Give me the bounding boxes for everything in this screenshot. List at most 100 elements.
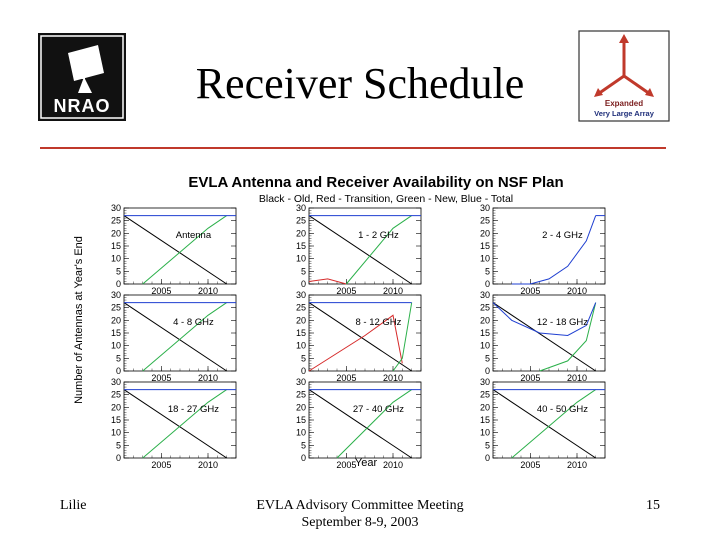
series-line <box>336 389 412 459</box>
series-line <box>142 389 227 459</box>
array-arms-icon <box>594 34 654 97</box>
chart-subtitle: Black - Old, Red - Transition, Green - N… <box>259 193 513 205</box>
y-tick-label: 15 <box>296 415 306 425</box>
footer-author: Lilie <box>60 498 87 513</box>
x-tick-label: 2005 <box>336 373 356 383</box>
x-tick-label: 2010 <box>567 460 587 470</box>
y-tick-label: 15 <box>111 241 121 251</box>
x-tick-label: 2005 <box>520 373 540 383</box>
panel-frame <box>492 381 606 459</box>
series-line <box>308 389 412 459</box>
y-tick-label: 15 <box>480 328 490 338</box>
y-tick-label: 5 <box>116 266 121 276</box>
series-line <box>511 389 596 459</box>
chart-panel: 0 5 10 15 20 25 30 2005 2010 Antenna <box>111 203 237 296</box>
y-tick-label: 25 <box>111 216 121 226</box>
y-tick-label: 20 <box>296 228 306 238</box>
panel-frame <box>492 207 606 285</box>
y-tick-label: 30 <box>480 377 490 387</box>
x-tick-label: 2005 <box>151 286 171 296</box>
y-tick-label: 0 <box>116 279 121 289</box>
series-line <box>492 389 596 459</box>
x-tick-label: 2010 <box>198 373 218 383</box>
series-line <box>511 215 597 285</box>
panel-frame <box>123 294 237 372</box>
y-tick-label: 25 <box>296 303 306 313</box>
panel-label: 18 - 27 GHz <box>168 404 219 415</box>
panel-frame <box>308 294 422 372</box>
y-tick-label: 15 <box>480 415 490 425</box>
chart-panel: 0 5 10 15 20 25 30 2005 2010 12 - 18 GHz <box>480 290 606 383</box>
y-tick-label: 30 <box>111 377 121 387</box>
availability-chart: EVLA Antenna and Receiver Availability o… <box>73 174 606 470</box>
y-tick-label: 25 <box>111 390 121 400</box>
panel-label: 1 - 2 GHz <box>358 230 399 241</box>
series-line <box>492 302 597 337</box>
y-tick-label: 30 <box>296 290 306 300</box>
panel-label: 12 - 18 GHz <box>537 317 588 328</box>
panel-frame <box>308 207 422 285</box>
series-line <box>308 278 347 285</box>
panel-label: 8 - 12 GHz <box>355 317 401 328</box>
x-tick-label: 2005 <box>336 286 356 296</box>
y-tick-label: 25 <box>296 216 306 226</box>
series-line <box>308 302 412 372</box>
chart-title: EVLA Antenna and Receiver Availability o… <box>188 174 563 191</box>
x-tick-label: 2005 <box>151 460 171 470</box>
y-tick-label: 15 <box>111 415 121 425</box>
x-axis-label: Year <box>355 457 378 469</box>
chart-panel: 0 5 10 15 20 25 30 2005 2010 18 - 27 GHz <box>111 377 237 470</box>
y-tick-label: 10 <box>480 341 490 351</box>
nrao-logo: NRAO <box>38 33 126 121</box>
y-tick-label: 20 <box>111 228 121 238</box>
chart-panel: 0 5 10 15 20 25 30 2005 2010 2 - 4 GHz <box>480 203 606 296</box>
chart-panel: 0 5 10 15 20 25 30 2005 2010 27 - 40 GHz <box>296 377 422 470</box>
panel-label: 27 - 40 GHz <box>353 404 404 415</box>
evla-logo: Expanded Very Large Array <box>578 30 670 122</box>
panel-label: 4 - 8 GHz <box>173 317 214 328</box>
y-tick-label: 20 <box>480 315 490 325</box>
y-tick-label: 10 <box>296 254 306 264</box>
y-tick-label: 30 <box>296 203 306 213</box>
series-line <box>123 389 227 459</box>
y-tick-label: 5 <box>301 266 306 276</box>
series-line <box>142 302 227 372</box>
y-tick-label: 10 <box>480 254 490 264</box>
y-tick-label: 0 <box>485 453 490 463</box>
series-line <box>123 302 227 372</box>
panel-frame <box>308 381 422 459</box>
series-line <box>345 215 412 285</box>
y-tick-label: 10 <box>480 428 490 438</box>
y-tick-label: 20 <box>480 228 490 238</box>
panel-label: 40 - 50 GHz <box>537 404 588 415</box>
y-tick-label: 30 <box>111 290 121 300</box>
y-tick-label: 15 <box>296 328 306 338</box>
series-line <box>492 302 596 372</box>
evla-logo-line1: Expanded <box>605 99 643 108</box>
y-tick-label: 0 <box>485 366 490 376</box>
series-line <box>123 215 227 285</box>
chart-panel: 0 5 10 15 20 25 30 2005 2010 40 - 50 GHz <box>480 377 606 470</box>
evla-logo-line2: Very Large Array <box>594 109 655 118</box>
y-tick-label: 5 <box>116 353 121 363</box>
chart-panel: 0 5 10 15 20 25 30 2005 2010 4 - 8 GHz <box>111 290 237 383</box>
nrao-logo-text: NRAO <box>54 96 111 116</box>
footer-event-line2: September 8-9, 2003 <box>301 515 419 530</box>
radio-dish-icon <box>68 45 104 93</box>
y-tick-label: 5 <box>485 440 490 450</box>
y-tick-label: 10 <box>296 341 306 351</box>
y-tick-label: 10 <box>296 428 306 438</box>
x-tick-label: 2010 <box>383 286 403 296</box>
y-tick-label: 0 <box>301 366 306 376</box>
panel-label: 2 - 4 GHz <box>542 230 583 241</box>
y-tick-label: 10 <box>111 341 121 351</box>
y-tick-label: 5 <box>485 353 490 363</box>
y-tick-label: 20 <box>296 402 306 412</box>
x-tick-label: 2010 <box>198 286 218 296</box>
x-tick-label: 2005 <box>520 460 540 470</box>
slide-number: 15 <box>646 498 660 513</box>
series-line <box>308 314 403 372</box>
y-tick-label: 10 <box>111 254 121 264</box>
slide-title: Receiver Schedule <box>195 59 525 108</box>
x-tick-label: 2010 <box>567 286 587 296</box>
